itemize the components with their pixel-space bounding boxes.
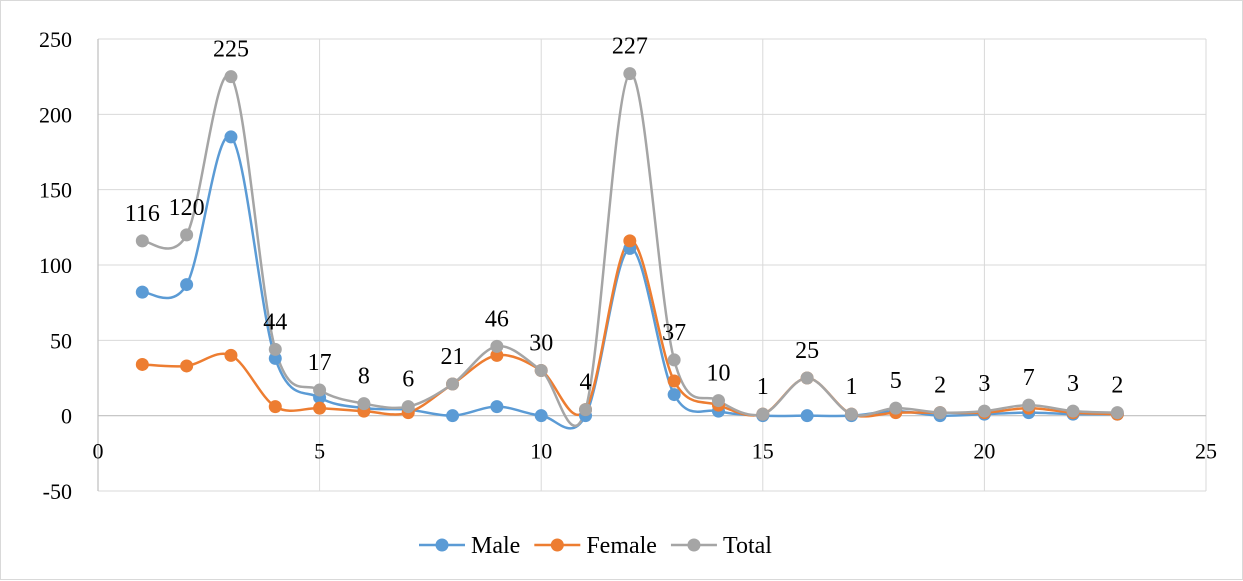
total-data-label: 120 [169, 195, 205, 221]
total-data-label: 3 [978, 371, 990, 397]
legend-item-total[interactable]: Total [670, 533, 772, 559]
total-data-point [933, 406, 947, 420]
total-data-label: 21 [441, 344, 465, 370]
total-data-point [579, 403, 593, 417]
total-data-label: 3 [1067, 371, 1079, 397]
total-data-label: 25 [795, 338, 819, 364]
legend-label: Male [471, 533, 520, 559]
total-data-point [224, 70, 238, 84]
total-data-label: 30 [529, 330, 553, 356]
total-data-point [446, 377, 460, 391]
male-data-point [135, 285, 149, 299]
series-points [135, 67, 1124, 423]
total-data-point [268, 342, 282, 356]
total-data-label: 1 [757, 374, 769, 400]
total-data-label: 227 [612, 34, 648, 60]
legend[interactable]: Male Female Total [419, 533, 772, 559]
total-data-point [667, 353, 681, 367]
total-data-label: 116 [125, 201, 160, 227]
total-data-point [977, 404, 991, 418]
total-data-label: 46 [485, 306, 509, 332]
male-data-point [667, 388, 681, 402]
total-data-point [490, 339, 504, 353]
x-tick-label: 15 [752, 439, 774, 464]
y-tick-label: 50 [50, 328, 72, 353]
total-data-label: 4 [580, 370, 592, 396]
legend-item-male[interactable]: Male [419, 533, 520, 559]
total-data-point [1066, 404, 1080, 418]
legend-label: Female [586, 533, 657, 559]
total-data-point [800, 371, 814, 385]
legend-label: Total [723, 533, 772, 559]
total-data-point [1110, 406, 1124, 420]
y-tick-label: 100 [39, 253, 72, 278]
x-tick-label: 0 [93, 439, 104, 464]
female-data-point [623, 234, 637, 248]
male-data-point [534, 409, 548, 423]
male-data-point [800, 409, 814, 423]
male-data-point [446, 409, 460, 423]
female-data-point [667, 374, 681, 388]
x-tick-label: 25 [1195, 439, 1217, 464]
male-series-line [142, 135, 1118, 430]
y-tick-label: 150 [39, 178, 72, 203]
y-tick-label: 0 [61, 404, 72, 429]
female-data-point [490, 348, 504, 362]
total-data-label: 10 [706, 361, 730, 387]
total-data-point [756, 407, 770, 421]
female-series-line [142, 239, 1118, 418]
total-data-label: 6 [402, 367, 414, 393]
female-data-point [224, 348, 238, 362]
total-data-point [844, 407, 858, 421]
female-data-point [135, 357, 149, 371]
total-data-point [313, 383, 327, 397]
male-data-point [490, 400, 504, 414]
total-series-line [142, 72, 1118, 428]
total-data-point [401, 400, 415, 414]
total-data-label: 37 [662, 320, 686, 346]
male-data-point [224, 130, 238, 144]
total-data-point [889, 401, 903, 415]
total-data-label: 2 [934, 373, 946, 399]
total-data-point [1022, 398, 1036, 412]
total-data-label: 17 [308, 350, 332, 376]
total-data-point [534, 363, 548, 377]
total-data-point [180, 228, 194, 242]
male-data-point [180, 278, 194, 292]
legend-swatch-marker [435, 538, 449, 552]
x-tick-label: 5 [314, 439, 325, 464]
legend-swatch-marker [550, 538, 564, 552]
y-tick-label: -50 [43, 479, 72, 504]
female-data-point [268, 400, 282, 414]
total-data-point [711, 394, 725, 408]
total-data-point [357, 397, 371, 411]
total-data-label: 225 [213, 37, 249, 63]
total-data-label: 2 [1111, 373, 1123, 399]
male-data-point [268, 351, 282, 365]
y-tick-label: 250 [39, 27, 72, 52]
legend-swatch-marker [687, 538, 701, 552]
legend-item-female[interactable]: Female [534, 533, 657, 559]
total-data-label: 8 [358, 364, 370, 390]
total-data-label: 44 [263, 309, 287, 335]
x-tick-label: 10 [530, 439, 552, 464]
total-data-point [623, 67, 637, 81]
x-tick-label: 20 [973, 439, 995, 464]
y-tick-label: 200 [39, 102, 72, 127]
total-data-point [135, 234, 149, 248]
total-data-label: 5 [890, 368, 902, 394]
total-data-label: 7 [1023, 365, 1035, 391]
total-data-label: 1 [845, 374, 857, 400]
female-data-point [313, 401, 327, 415]
female-data-point [180, 359, 194, 373]
grid [98, 38, 1207, 492]
